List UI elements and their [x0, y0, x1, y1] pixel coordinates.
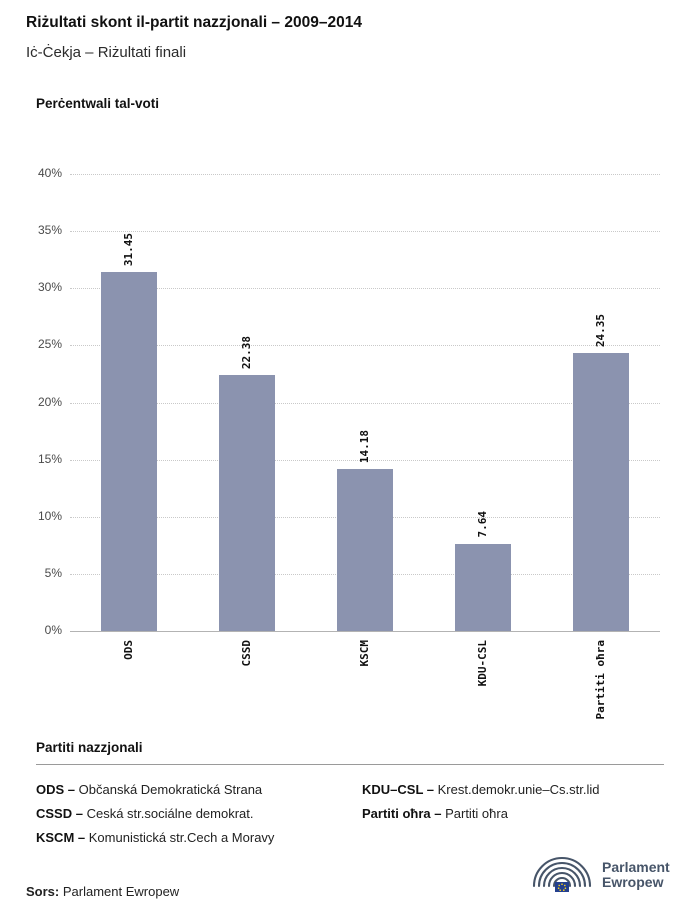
ep-logo-line2: Ewropew: [602, 874, 664, 890]
y-axis-tick: 0%: [44, 623, 62, 637]
legend-term: KSCM –: [36, 830, 86, 845]
gridline: [70, 174, 660, 175]
legend-entry-cssd: CSSD – Ceská str.sociálne demokrat.: [36, 806, 254, 821]
page-subtitle: Iċ-Ċekja – Riżultati finali: [26, 44, 187, 61]
eu-flag: [555, 882, 569, 892]
bar-value-label: 14.18: [358, 429, 371, 463]
bar-value-label: 22.38: [240, 336, 253, 370]
x-axis-label: Partiti oħra: [594, 640, 607, 720]
legend-desc: Partiti oħra: [445, 806, 508, 821]
legend-desc: Ceská str.sociálne demokrat.: [86, 806, 254, 821]
page-title: Riżultati skont il-partit nazzjonali – 2…: [26, 14, 362, 31]
y-axis-tick: 5%: [44, 565, 62, 580]
legend-desc: Krest.demokr.unie–Cs.str.lid: [437, 782, 600, 797]
gridline: [70, 459, 660, 461]
bar-value-label: 7.64: [476, 511, 489, 538]
source-label: Sors:: [26, 884, 60, 899]
y-axis-tick: 40%: [37, 166, 62, 180]
x-axis-label: KDU-CSL: [476, 640, 489, 687]
y-axis-tick: 25%: [37, 337, 62, 352]
legend-entry-kscm: KSCM – Komunistická str.Cech a Moravy: [36, 830, 274, 845]
gridline: [70, 345, 660, 347]
bar-value-label: 31.45: [122, 232, 135, 266]
bar-kscm: [337, 468, 393, 631]
x-axis-label: ODS: [122, 640, 135, 660]
ep-logo-text: Parlament Ewropew: [602, 860, 670, 890]
legend-heading: Partiti nazzjonali: [36, 740, 143, 755]
legend-term: Partiti oħra –: [362, 806, 442, 821]
gridline: [70, 402, 660, 404]
ep-logo-line1: Parlament: [602, 859, 670, 875]
legend-divider: [36, 764, 664, 765]
source-line: Sors: Parlament Ewropew: [26, 884, 179, 899]
bar-chart: 0% 5% 10% 15% 20% 25% 30% 35% 40% 31.45 ODS 22.38 CS…: [0, 120, 700, 720]
legend-desc: Občanská Demokratická Strana: [78, 782, 263, 797]
legend-term: ODS –: [36, 782, 76, 797]
legend-entry-ods: ODS – Občanská Demokratická Strana: [36, 782, 262, 797]
legend-entry-kdu-csl: KDU–CSL – Krest.demokr.unie–Cs.str.lid: [362, 782, 600, 797]
x-axis-label: KSCM: [358, 640, 371, 667]
x-axis-label: CSSD: [240, 640, 253, 667]
gridline: [70, 288, 660, 290]
y-axis-tick: 15%: [37, 451, 62, 466]
bar-cssd: [219, 375, 275, 631]
y-axis-tick: 20%: [37, 394, 62, 409]
bar-value-label: 24.35: [594, 313, 607, 347]
legend-entry-partiti-ohra: Partiti oħra – Partiti oħra: [362, 806, 508, 821]
bar-kdu-csl: [455, 543, 511, 631]
ep-logo: Parlament Ewropew: [530, 854, 670, 896]
legend-term: CSSD –: [36, 806, 83, 821]
legend-desc: Komunistická str.Cech a Moravy: [88, 830, 275, 845]
chart-axis-title: Perċentwali tal-voti: [36, 96, 160, 111]
source-text: Parlament Ewropew: [62, 884, 180, 899]
bar-ods: [101, 271, 157, 631]
axis-baseline: [70, 631, 660, 632]
y-axis-tick: 10%: [37, 508, 62, 523]
gridline: [70, 231, 660, 233]
ep-hemicycle-icon: [532, 856, 592, 892]
bar-partiti-o-ra: [573, 352, 629, 631]
y-axis-tick: 35%: [37, 223, 62, 238]
legend-term: KDU–CSL –: [362, 782, 435, 797]
y-axis-tick: 30%: [37, 280, 62, 295]
